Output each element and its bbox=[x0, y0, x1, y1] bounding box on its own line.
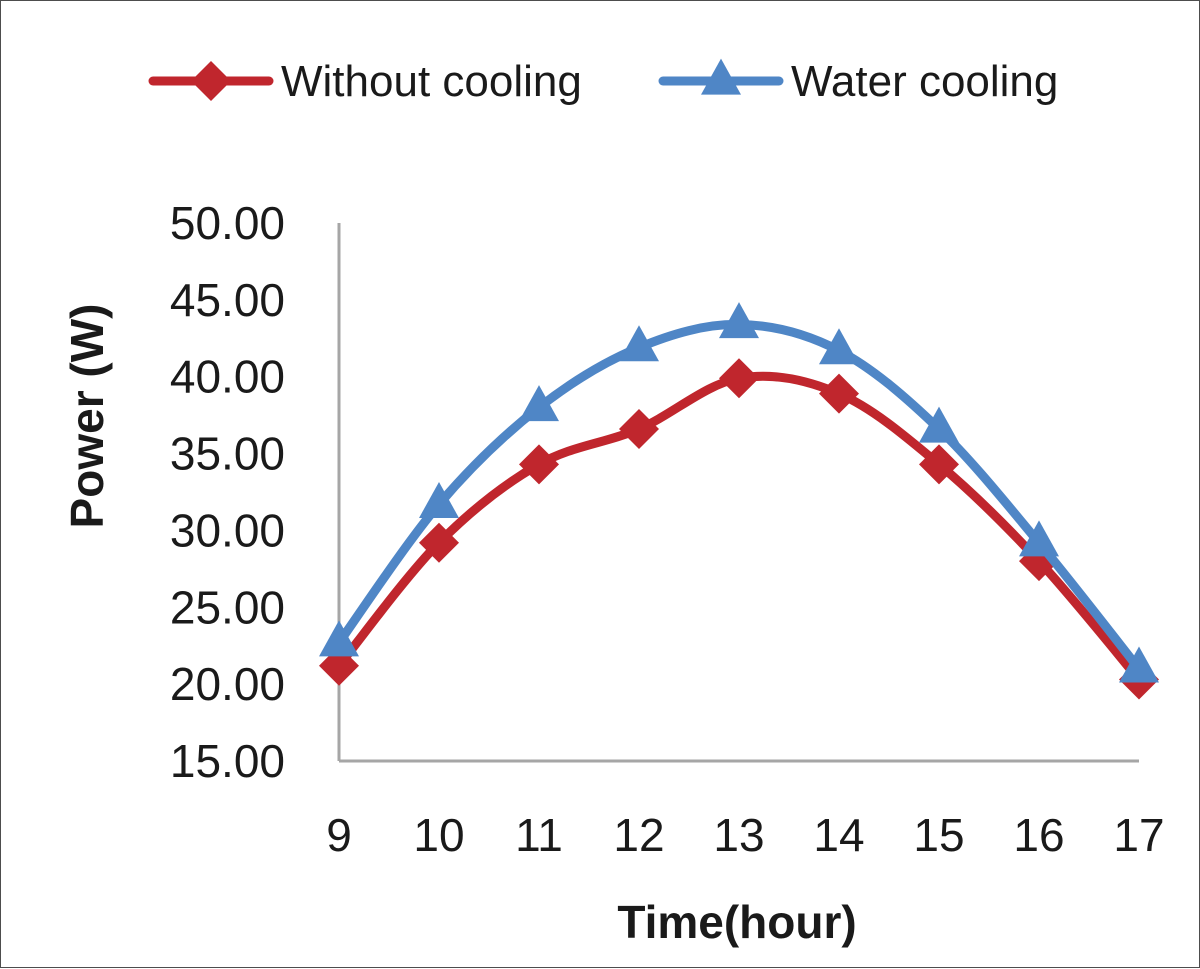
y-tick-label: 15.00 bbox=[170, 735, 285, 787]
legend-marker-diamond bbox=[191, 61, 231, 101]
legend-label: Without cooling bbox=[281, 57, 582, 106]
y-tick-label: 45.00 bbox=[170, 274, 285, 326]
data-point-triangle bbox=[619, 325, 659, 362]
legend-item: Without cooling bbox=[148, 57, 582, 106]
x-tick-label: 11 bbox=[515, 809, 563, 861]
y-tick-label: 35.00 bbox=[170, 428, 285, 480]
x-tick-label: 17 bbox=[1113, 809, 1164, 861]
data-point-triangle bbox=[419, 481, 459, 518]
y-tick-label: 50.00 bbox=[170, 197, 285, 249]
series-without-cooling bbox=[319, 358, 1159, 700]
legend-marker-triangle bbox=[701, 58, 741, 95]
data-point-triangle bbox=[1119, 646, 1159, 683]
legend-label: Water cooling bbox=[791, 57, 1058, 106]
x-tick-label: 14 bbox=[813, 809, 864, 861]
y-tick-label: 20.00 bbox=[170, 658, 285, 710]
data-point-diamond bbox=[919, 444, 959, 485]
data-point-diamond bbox=[619, 408, 659, 449]
x-tick-label: 12 bbox=[613, 809, 664, 861]
series-layer bbox=[319, 302, 1159, 700]
y-tick-labels: 15.00 20.00 25.00 30.00 35.00 40.00 45.00 50.00 bbox=[170, 197, 285, 787]
data-point-triangle bbox=[1019, 520, 1059, 557]
data-point-triangle bbox=[519, 385, 559, 422]
x-tick-labels: 9 10 11 12 13 14 15 16 17 bbox=[326, 809, 1164, 861]
series-line bbox=[334, 371, 1144, 685]
legend-item: Water cooling bbox=[658, 57, 1058, 106]
data-point-triangle bbox=[319, 620, 359, 657]
data-point-diamond bbox=[719, 358, 759, 399]
x-tick-label: 13 bbox=[713, 809, 764, 861]
y-tick-label: 25.00 bbox=[170, 581, 285, 633]
data-point-diamond bbox=[519, 444, 559, 485]
x-axis-title: Time(hour) bbox=[617, 896, 856, 948]
data-point-diamond bbox=[419, 522, 459, 563]
series-water-cooling bbox=[319, 302, 1159, 683]
y-tick-label: 30.00 bbox=[170, 504, 285, 556]
y-axis-title: Power (W) bbox=[61, 304, 113, 529]
data-point-triangle bbox=[819, 328, 859, 365]
data-point-diamond bbox=[819, 373, 859, 414]
data-point-triangle bbox=[919, 406, 959, 443]
x-tick-label: 10 bbox=[413, 809, 464, 861]
y-tick-label: 40.00 bbox=[170, 351, 285, 403]
data-point-triangle bbox=[719, 302, 759, 339]
x-tick-label: 9 bbox=[326, 809, 352, 861]
x-tick-label: 15 bbox=[913, 809, 964, 861]
x-tick-label: 16 bbox=[1013, 809, 1064, 861]
legend: Without cooling Water cooling bbox=[148, 57, 1058, 106]
